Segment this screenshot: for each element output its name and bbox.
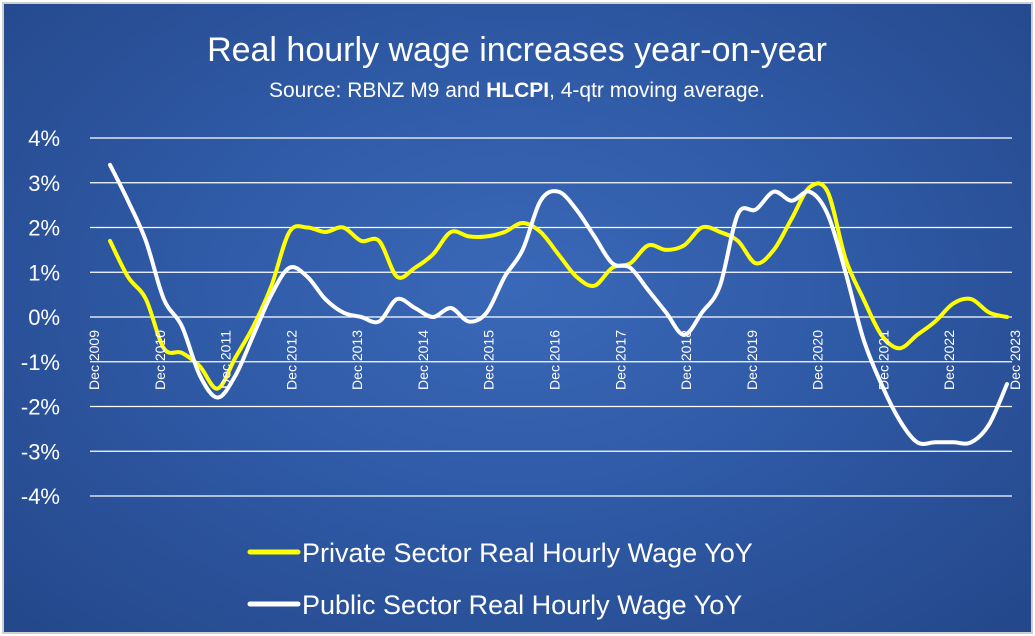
chart-svg: Real hourly wage increases year-on-year … (21, 31, 1023, 620)
y-tick-label: -1% (21, 350, 60, 375)
x-tick-label: Dec 2017 (612, 330, 628, 390)
y-tick-label: -4% (21, 484, 60, 509)
y-tick-label: 2% (28, 216, 60, 241)
chart-title: Real hourly wage increases year-on-year (207, 31, 827, 69)
chart-subtitle: Source: RBNZ M9 and HLCPI, 4-qtr moving … (269, 79, 765, 102)
x-tick-label: Dec 2023 (1007, 330, 1023, 390)
y-tick-label: 3% (28, 171, 60, 196)
x-tick-label: Dec 2019 (744, 330, 760, 390)
legend: Private Sector Real Hourly Wage YoY Publi… (247, 538, 753, 620)
subtitle-part2: , 4-qtr moving average. (549, 79, 765, 102)
x-tick-label: Dec 2011 (218, 330, 234, 389)
x-axis-ticks: Dec 2009 Dec 2010 Dec 2011 Dec 2012 Dec 2013… (86, 330, 1023, 390)
y-axis-ticks: 4% 3% 2% 1% 0% -1% -2% -3% -4% (21, 126, 60, 509)
x-tick-label: Dec 2015 (481, 330, 497, 390)
x-tick-label: Dec 2012 (283, 330, 299, 390)
x-tick-label: Dec 2010 (152, 330, 168, 390)
x-tick-label: Dec 2021 (875, 330, 891, 390)
y-tick-label: -2% (21, 395, 60, 420)
subtitle-part1: Source: RBNZ M9 and (269, 79, 486, 102)
x-tick-label: Dec 2009 (86, 330, 102, 390)
x-tick-label: Dec 2016 (547, 330, 563, 390)
y-tick-label: 1% (28, 260, 60, 285)
x-tick-label: Dec 2018 (678, 330, 694, 390)
x-tick-label: Dec 2020 (810, 330, 826, 390)
series-lines (108, 162, 1009, 446)
x-tick-label: Dec 2022 (941, 330, 957, 390)
x-tick-label: Dec 2013 (349, 330, 365, 390)
subtitle-bold: HLCPI (486, 79, 549, 102)
private-sector-line (108, 181, 1009, 391)
y-tick-label: -3% (21, 439, 60, 464)
x-tick-label: Dec 2014 (415, 330, 431, 390)
legend-label: Private Sector Real Hourly Wage YoY (302, 538, 753, 568)
y-tick-label: 0% (28, 305, 60, 330)
public-sector-line (108, 162, 1009, 446)
legend-label: Public Sector Real Hourly Wage YoY (302, 590, 742, 620)
y-tick-label: 4% (28, 126, 60, 151)
